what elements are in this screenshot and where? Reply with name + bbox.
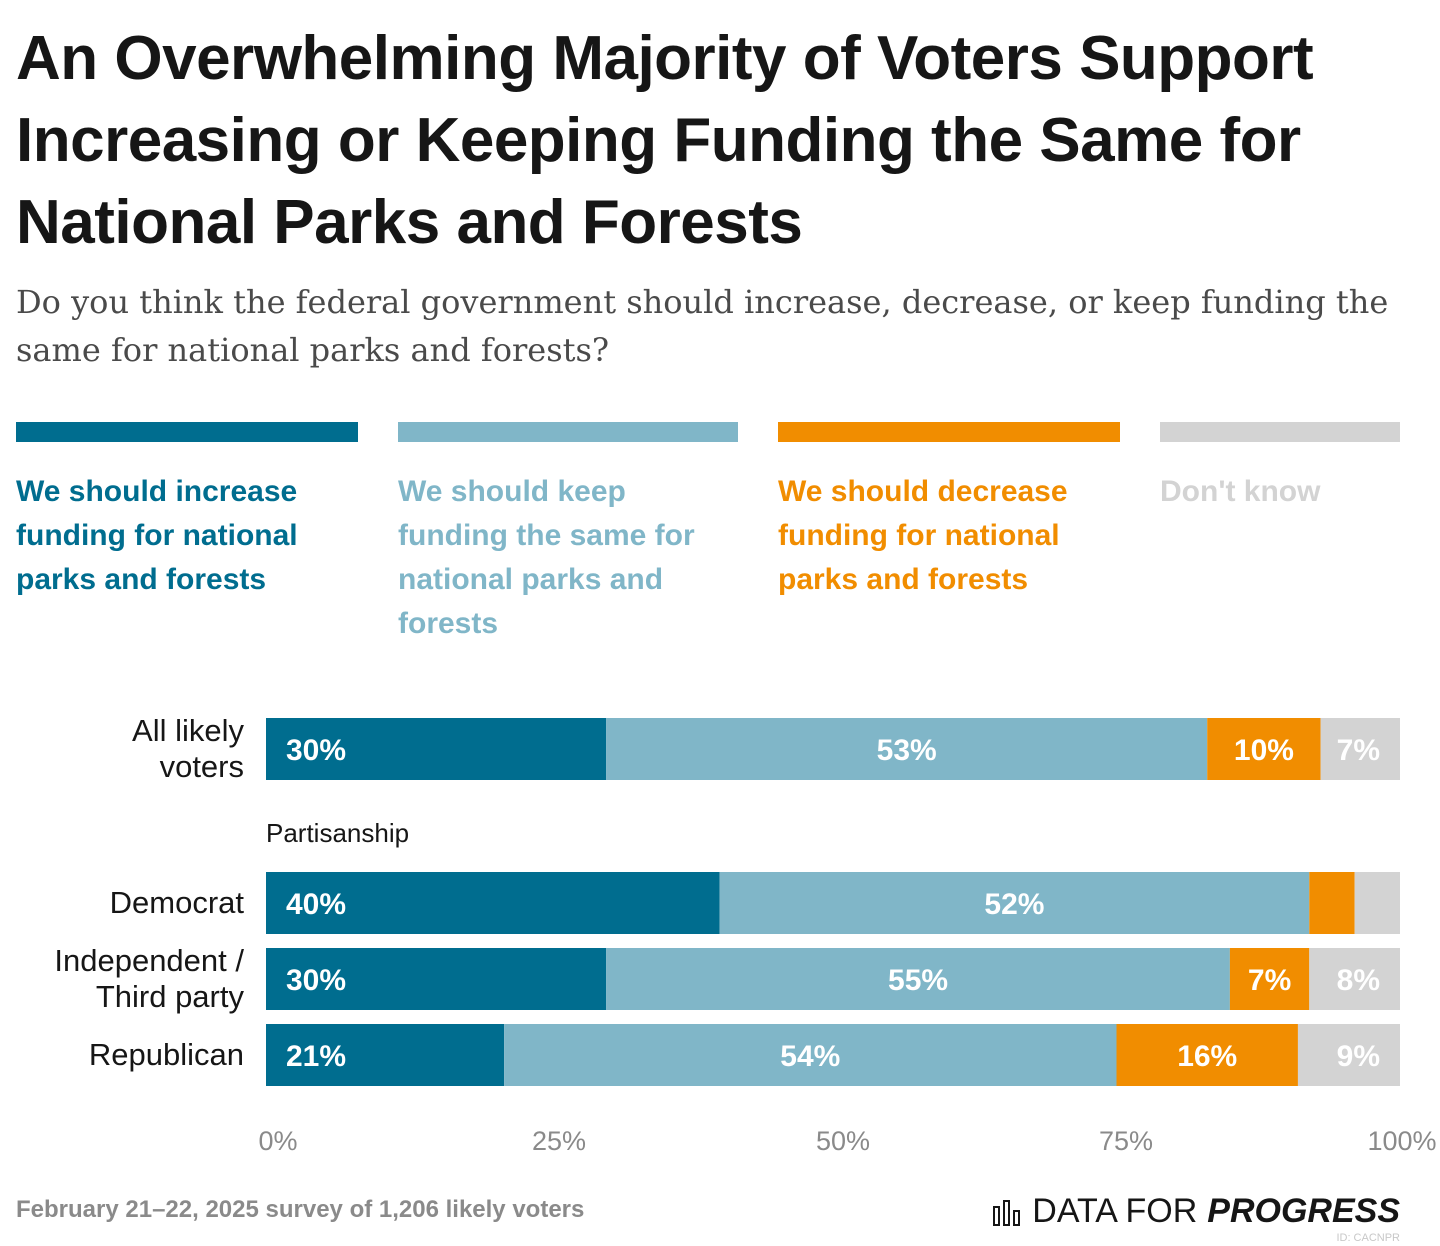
- data-label-all-likely-voters-3: 7%: [1337, 734, 1380, 767]
- bar-segment-democrat-3: [1354, 872, 1400, 934]
- legend-item-same: We should keep funding the same for nati…: [398, 422, 738, 646]
- data-label-all-likely-voters-1: 53%: [877, 734, 937, 767]
- bar-segment-independent-third-party-1: [606, 948, 1230, 1010]
- legend-item-dont-know: Don't know: [1160, 422, 1400, 514]
- chart-id: ID: CACNPR: [1336, 1232, 1400, 1244]
- bar-segment-republican-1: [504, 1024, 1117, 1086]
- category-label-independent-third-party: Independent / Third party: [54, 943, 244, 1014]
- data-label-republican-3: 9%: [1337, 1040, 1380, 1073]
- x-tick-label-3: 75%: [1099, 1126, 1153, 1156]
- bar-segment-democrat-2: [1309, 872, 1355, 934]
- category-label-democrat: Democrat: [110, 885, 245, 920]
- chart-subtitle: Do you think the federal government shou…: [16, 283, 1389, 369]
- brand-logo: DATA FOR PROGRESS: [992, 1192, 1400, 1231]
- chart-title: An Overwhelming Majority of Voters Suppo…: [16, 24, 1314, 257]
- data-label-independent-third-party-1: 55%: [888, 964, 948, 997]
- x-tick-label-1: 25%: [532, 1126, 586, 1156]
- bar-segment-independent-third-party-3: [1309, 948, 1400, 1010]
- legend-swatch-same: [398, 422, 738, 442]
- data-label-democrat-0: 40%: [286, 888, 346, 921]
- bar-segment-all-likely-voters-0: [266, 718, 607, 780]
- category-label-republican: Republican: [89, 1037, 244, 1072]
- data-label-all-likely-voters-0: 30%: [286, 734, 346, 767]
- bar-segment-independent-third-party-2: [1229, 948, 1310, 1010]
- legend-item-increase: We should increase funding for national …: [16, 422, 358, 602]
- data-label-republican-1: 54%: [780, 1040, 840, 1073]
- legend-label-decrease: We should decrease funding for national …: [778, 475, 1068, 596]
- stacked-bar-chart: All likely voters 30% 53% 10% 7% Democrat 40% 52…: [54, 713, 1436, 1156]
- x-tick-label-0: 0%: [258, 1126, 297, 1156]
- data-label-republican-2: 16%: [1177, 1040, 1237, 1073]
- legend-swatch-dont-know: [1160, 422, 1400, 442]
- bar-segment-all-likely-voters-1: [606, 718, 1208, 780]
- data-label-independent-third-party-2: 7%: [1248, 964, 1291, 997]
- x-tick-label-2: 50%: [816, 1126, 870, 1156]
- survey-source-note: February 21–22, 2025 survey of 1,206 lik…: [16, 1196, 585, 1223]
- legend-swatch-decrease: [778, 422, 1120, 442]
- bar-segment-all-likely-voters-3: [1320, 718, 1400, 780]
- legend-label-dont-know: Don't know: [1160, 475, 1321, 508]
- legend-label-increase: We should increase funding for national …: [16, 475, 298, 596]
- bar-segment-all-likely-voters-2: [1207, 718, 1321, 780]
- brand-name-light: DATA FOR: [1032, 1192, 1198, 1230]
- data-label-all-likely-voters-2: 10%: [1234, 734, 1294, 767]
- category-label-all-likely-voters: All likely voters: [132, 713, 244, 784]
- bar-segment-independent-third-party-0: [266, 948, 607, 1010]
- data-label-independent-third-party-0: 30%: [286, 964, 346, 997]
- legend-swatch-increase: [16, 422, 358, 442]
- bar-segment-republican-3: [1297, 1024, 1400, 1086]
- bar-segment-democrat-1: [719, 872, 1310, 934]
- data-label-republican-0: 21%: [286, 1040, 346, 1073]
- bar-segment-republican-0: [266, 1024, 505, 1086]
- brand-name-bold: PROGRESS: [1207, 1192, 1400, 1230]
- legend: We should increase funding for national …: [16, 422, 1400, 640]
- group-label-partisanship: Partisanship: [266, 818, 409, 848]
- bar-chart-logo-icon: [993, 1199, 1021, 1226]
- bar-segment-republican-2: [1116, 1024, 1298, 1086]
- bar-segment-democrat-0: [266, 872, 720, 934]
- legend-item-decrease: We should decrease funding for national …: [778, 422, 1120, 602]
- data-label-democrat-1: 52%: [984, 888, 1044, 921]
- x-tick-label-4: 100%: [1367, 1126, 1436, 1156]
- legend-label-same: We should keep funding the same for nati…: [398, 475, 695, 640]
- data-label-independent-third-party-3: 8%: [1337, 964, 1380, 997]
